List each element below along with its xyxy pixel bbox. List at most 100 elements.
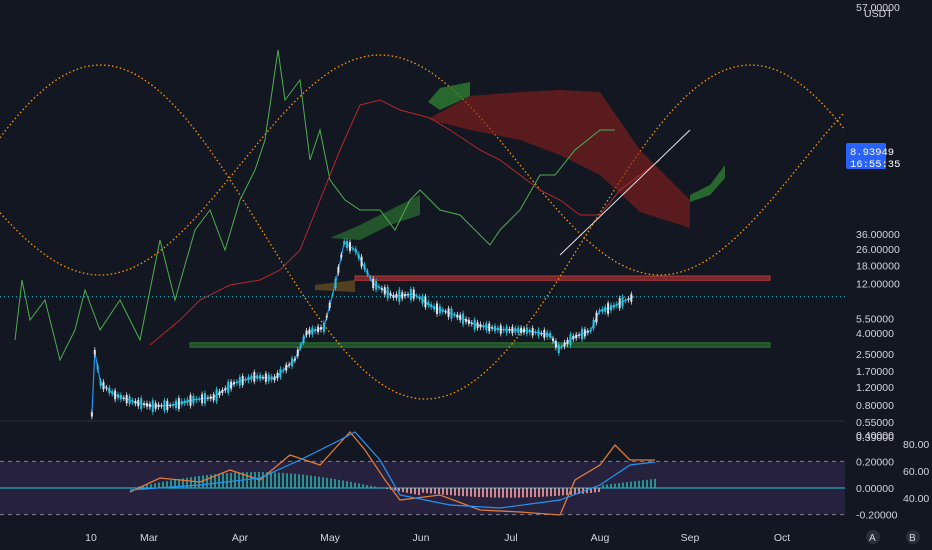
histogram-bar (642, 480, 644, 488)
candle-body (143, 403, 146, 406)
candle-body (151, 400, 154, 412)
candle-body (378, 286, 380, 288)
histogram-bar (438, 488, 440, 495)
candle-body (453, 314, 456, 316)
candle-body (476, 322, 479, 329)
candle-body (554, 340, 557, 348)
histogram-bar (310, 475, 312, 488)
price-axis[interactable]: 57.00000 USDT 8.93949 16:55:35 36.00000 2… (846, 2, 900, 444)
histogram-bar (650, 479, 652, 488)
price-pane[interactable] (0, 49, 846, 420)
histogram-bar (362, 484, 364, 488)
candle-body (128, 396, 131, 404)
histogram-bar (318, 476, 320, 488)
candle-body (589, 329, 592, 332)
candle-body (140, 398, 143, 409)
candle-body (253, 372, 256, 382)
oscillator-tick-label: -0.20000 (856, 510, 898, 522)
oscillator-pane[interactable] (0, 431, 845, 516)
candle-body (465, 318, 467, 322)
badge-b[interactable] (906, 530, 920, 544)
candle-body (508, 329, 511, 331)
support-zone (189, 342, 771, 348)
histogram-bar (166, 481, 168, 488)
histogram-bar (214, 474, 216, 488)
top-partial-label: 57.00000 (856, 2, 900, 14)
candle-body (212, 394, 215, 401)
histogram-bar (566, 488, 568, 496)
histogram-bar (370, 485, 372, 488)
candle-body (360, 256, 363, 267)
histogram-bar (186, 477, 188, 488)
histogram-bar (302, 474, 304, 488)
candle-body (441, 309, 444, 312)
price-tick-label: 2.50000 (856, 349, 894, 361)
histogram-bar (530, 488, 532, 498)
candle-body (282, 369, 285, 371)
candle-body (392, 295, 395, 298)
candle-body (337, 266, 340, 273)
candle-body (195, 398, 198, 401)
candle-body (122, 397, 125, 399)
time-tick-label: Aug (591, 532, 610, 544)
histogram-bar (194, 476, 196, 488)
candle-body (189, 395, 192, 406)
candle-body (485, 323, 488, 331)
histogram-bar (586, 488, 588, 494)
candle-body (421, 296, 424, 304)
current-price-tag (846, 143, 886, 169)
pair-label: USDT (864, 8, 893, 20)
pane-badges[interactable]: A B (866, 530, 920, 544)
badge-a[interactable] (866, 530, 880, 544)
candle-body (496, 327, 499, 331)
histogram-bar (418, 488, 420, 496)
histogram-bar (578, 488, 580, 494)
histogram-bar (314, 476, 316, 488)
histogram-bar (354, 482, 356, 488)
candle-body (552, 338, 554, 341)
candle-body (299, 344, 302, 348)
candle-body (627, 298, 630, 300)
candle-body (610, 304, 612, 311)
histogram-bar (270, 472, 272, 488)
time-axis[interactable]: 10 Mar Apr May Jun Jul Aug Sep Oct (85, 532, 790, 544)
candle-body (204, 393, 206, 404)
histogram-bar (594, 488, 596, 493)
candle-body (618, 298, 621, 309)
histogram-bar (182, 478, 184, 488)
candle-body (424, 296, 427, 308)
histogram-bar (234, 472, 236, 488)
candle-body (537, 329, 540, 336)
histogram-bar (294, 473, 296, 488)
candle-body (154, 403, 157, 409)
candle-body (349, 242, 351, 251)
candle-body (389, 293, 392, 296)
candle-body (566, 339, 569, 345)
candle-body (192, 395, 195, 404)
histogram-bar (434, 488, 436, 494)
histogram-bar (606, 484, 608, 488)
histogram-bar (254, 472, 256, 488)
time-tick-label: Jun (413, 532, 430, 544)
candle-body (146, 403, 148, 407)
candle-body (230, 381, 233, 389)
candle-body (340, 254, 343, 258)
histogram-bar (614, 483, 616, 488)
candle-body (401, 292, 404, 299)
histogram-bar (326, 477, 328, 488)
candle-body (514, 327, 517, 333)
histogram-bar (634, 481, 636, 488)
time-tick-label: 10 (85, 532, 97, 544)
candle-body (311, 327, 314, 335)
histogram-bar (330, 478, 332, 488)
candle-body (520, 327, 523, 333)
candle-body (447, 308, 450, 317)
histogram-bar (386, 488, 388, 489)
candle-body (183, 400, 186, 404)
histogram-bar (206, 475, 208, 488)
candle-body (177, 398, 180, 409)
candle-body (511, 326, 514, 334)
candle-body (598, 310, 601, 312)
histogram-bar (406, 488, 408, 493)
